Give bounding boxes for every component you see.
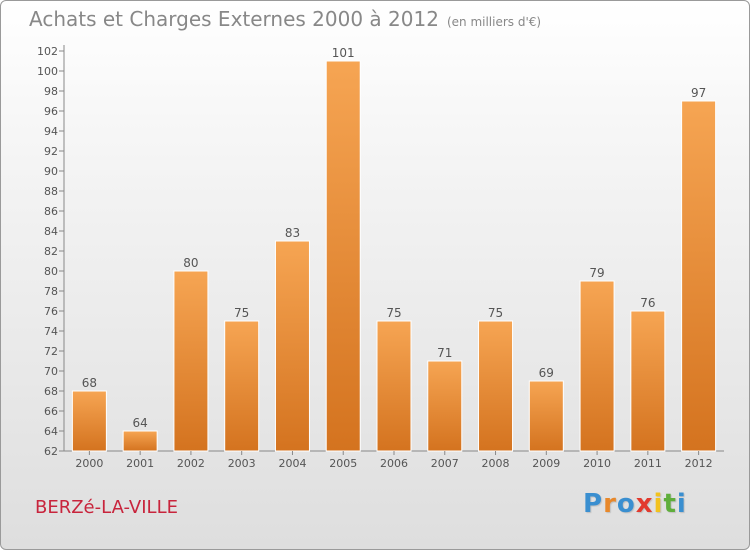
y-tick-label: 72	[44, 345, 58, 358]
y-tick-label: 82	[44, 245, 58, 258]
bar-2006	[376, 320, 412, 452]
logo-letter: i	[653, 489, 664, 519]
y-tick-label: 86	[44, 205, 58, 218]
y-tick-label: 90	[44, 165, 58, 178]
data-label: 71	[437, 346, 452, 360]
x-tick-label: 2011	[634, 457, 662, 470]
logo-letter: P	[583, 489, 604, 519]
commune-name: BERZé-LA-VILLE	[35, 497, 178, 518]
data-label: 69	[539, 366, 554, 380]
x-tick-label: 2005	[329, 457, 357, 470]
y-tick-label: 64	[44, 425, 58, 438]
y-tick-label: 102	[37, 45, 58, 58]
x-tick-label: 2010	[583, 457, 611, 470]
y-tick-label: 76	[44, 305, 58, 318]
x-tick-label: 2009	[532, 457, 560, 470]
bar-2003	[224, 320, 260, 452]
data-label: 64	[133, 416, 148, 430]
x-tick-label: 2008	[482, 457, 510, 470]
data-label: 68	[82, 376, 97, 390]
x-tick-label: 2003	[228, 457, 256, 470]
logo-letter: t	[663, 489, 677, 519]
data-label: 101	[332, 46, 355, 60]
chart-title: Achats et Charges Externes 2000 à 2012 (e…	[29, 7, 541, 31]
y-tick-label: 68	[44, 385, 58, 398]
bar-2002	[173, 270, 209, 452]
y-tick-label: 96	[44, 105, 58, 118]
logo-letter: o	[616, 489, 636, 519]
y-tick-label: 66	[44, 405, 58, 418]
chart-title-text: Achats et Charges Externes 2000 à 2012	[29, 7, 439, 31]
x-tick-label: 2002	[177, 457, 205, 470]
y-tick-label: 80	[44, 265, 58, 278]
proxiti-logo: Proxiti	[583, 489, 687, 519]
bar-2004	[274, 240, 310, 452]
data-label: 97	[691, 86, 706, 100]
y-tick-label: 62	[44, 445, 58, 458]
y-tick-label: 70	[44, 365, 58, 378]
data-label: 76	[640, 296, 655, 310]
data-label: 75	[488, 306, 503, 320]
bar-2010	[579, 280, 615, 452]
logo-letter: r	[603, 489, 617, 519]
y-tick-label: 74	[44, 325, 58, 338]
data-label: 75	[386, 306, 401, 320]
y-tick-label: 78	[44, 285, 58, 298]
data-label: 75	[234, 306, 249, 320]
y-tick-label: 84	[44, 225, 58, 238]
x-tick-label: 2007	[431, 457, 459, 470]
x-tick-label: 2006	[380, 457, 408, 470]
bar-2012	[681, 100, 717, 452]
bar-2011	[630, 310, 666, 452]
data-label: 80	[183, 256, 198, 270]
x-tick-label: 2000	[75, 457, 103, 470]
data-label: 83	[285, 226, 300, 240]
bar-2009	[528, 380, 564, 452]
x-tick-label: 2001	[126, 457, 154, 470]
y-tick-label: 98	[44, 85, 58, 98]
y-tick-label: 88	[44, 185, 58, 198]
chart-unit: (en milliers d'€)	[446, 15, 542, 29]
y-tick-label: 92	[44, 145, 58, 158]
x-tick-label: 2004	[278, 457, 306, 470]
y-tick-label: 94	[44, 125, 58, 138]
y-tick-label: 100	[37, 65, 58, 78]
bar-2008	[478, 320, 514, 452]
logo-letter: i	[676, 489, 687, 519]
bar-2007	[427, 360, 463, 452]
data-label: 79	[589, 266, 604, 280]
bar-2000	[71, 390, 107, 452]
logo-letter: x	[635, 489, 654, 519]
bar-2005	[325, 60, 361, 452]
x-tick-label: 2012	[685, 457, 713, 470]
bar-2001	[122, 430, 158, 452]
